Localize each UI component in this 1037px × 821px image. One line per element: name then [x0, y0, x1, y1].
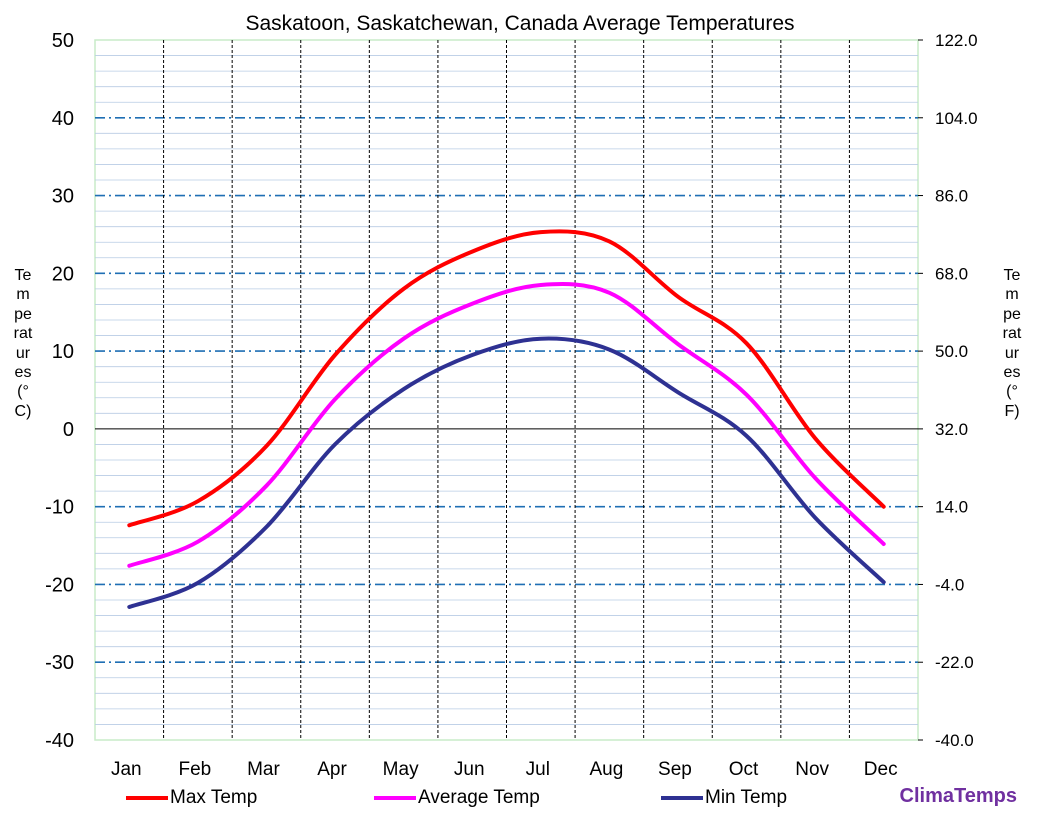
x-tick-label: Jan [111, 759, 142, 780]
x-tick-label: Mar [247, 759, 280, 780]
y-tick-label-left: -20 [45, 574, 74, 596]
x-tick-label: Feb [179, 759, 212, 780]
y-tick-label-left: 10 [52, 341, 74, 363]
brand-logo: ClimaTemps [899, 785, 1017, 807]
x-tick-label: Nov [795, 759, 829, 780]
legend-item-max: Max Temp [126, 786, 257, 810]
y-tick-label-left: 20 [52, 263, 74, 285]
x-tick-label: Dec [864, 759, 898, 780]
x-tick-label: Aug [589, 759, 623, 780]
y-axis-label-left: Temperatures (°C) [13, 267, 33, 420]
x-tick-label: Sep [658, 759, 692, 780]
y-tick-label-right: 122.0 [935, 31, 978, 50]
x-tick-label: Jun [454, 759, 485, 780]
y-tick-label-right: 50.0 [935, 342, 968, 361]
x-axis-ticks: Jan Feb Mar Apr May Jun Jul Aug Sep Oct Nov Dec [111, 759, 898, 780]
y-tick-label-right: -4.0 [935, 575, 964, 594]
y-tick-label-left: -30 [45, 652, 74, 674]
x-tick-label: Apr [317, 759, 347, 780]
legend-swatch-average [374, 796, 416, 800]
x-tick-label: Jul [526, 759, 550, 780]
chart-title: Saskatoon, Saskatchewan, Canada Average … [245, 12, 794, 35]
legend-label-average: Average Temp [418, 787, 540, 808]
legend-swatch-min [661, 796, 703, 800]
y-tick-label-right: 68.0 [935, 264, 968, 283]
legend-label-min: Min Temp [705, 787, 788, 808]
legend-item-average: Average Temp [374, 786, 540, 810]
legend-item-min: Min Temp [661, 786, 787, 810]
y-tick-label-left: 50 [52, 30, 74, 52]
y-tick-label-right: -22.0 [935, 653, 974, 672]
y-tick-label-right: 14.0 [935, 498, 968, 517]
series-max-temp-line [127, 229, 886, 528]
x-tick-label: May [383, 759, 419, 780]
y-tick-label-right: 86.0 [935, 187, 968, 206]
y-tick-label-right: 32.0 [935, 420, 968, 439]
y-tick-label-right: -40.0 [935, 731, 974, 750]
legend-swatch-max [126, 796, 168, 800]
y-tick-label-left: 0 [63, 419, 74, 441]
y-tick-label-left: -40 [45, 730, 74, 752]
series-min-temp-line [127, 336, 886, 609]
x-tick-label: Oct [729, 759, 759, 780]
month-gridlines [163, 40, 850, 740]
series-lines [127, 229, 886, 609]
series-average-temp-line [127, 282, 886, 568]
y-tick-label-left: 30 [52, 186, 74, 208]
y-axis-right-ticks: 122.0 104.0 86.0 68.0 50.0 32.0 14.0 -4.0 -22.0 -… [918, 31, 978, 750]
y-tick-label-left: -10 [45, 497, 74, 519]
y-tick-label-right: 104.0 [935, 109, 978, 128]
y-tick-label-left: 40 [52, 108, 74, 130]
y-axis-label-right: Temperatures (°F) [1002, 267, 1022, 420]
y-axis-left-ticks: 50 40 30 20 10 0 -10 -20 -30 -40 [45, 30, 74, 752]
legend-label-max: Max Temp [170, 787, 258, 808]
